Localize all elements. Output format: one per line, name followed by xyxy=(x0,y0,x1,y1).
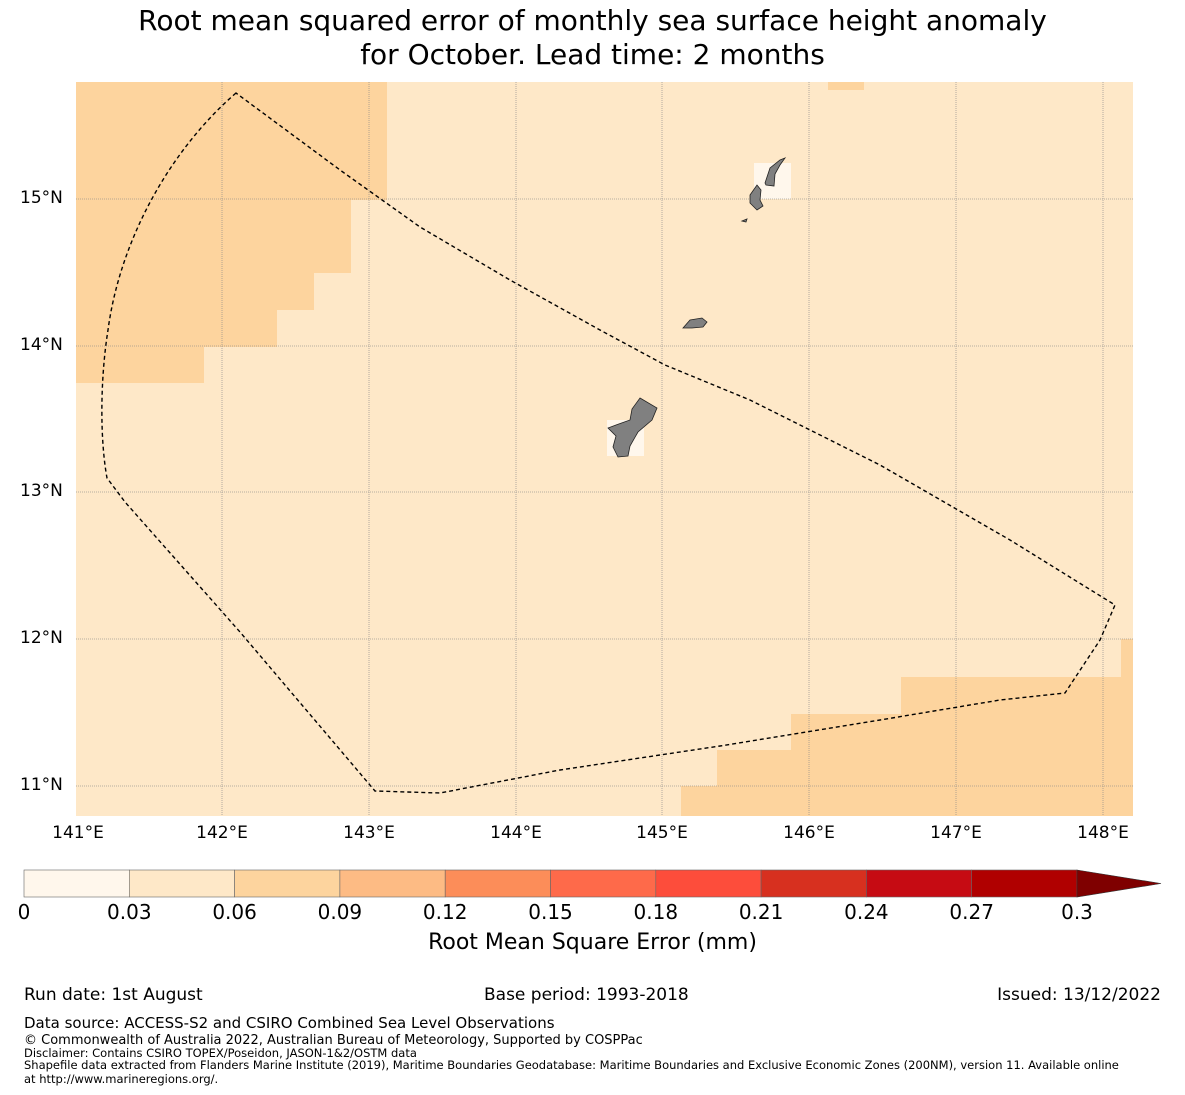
data-source: Data source: ACCESS-S2 and CSIRO Combine… xyxy=(24,1014,555,1032)
rota-island xyxy=(682,317,708,329)
colorbar-tick-label: 0.18 xyxy=(633,900,679,924)
lon-tick-144e: 144°E xyxy=(490,823,542,843)
error-region-northwest xyxy=(76,82,387,383)
lon-tick-142e: 142°E xyxy=(196,823,248,843)
colorbar-tick-label: 0 xyxy=(17,900,31,924)
colorbar-tick-label: 0.3 xyxy=(1061,900,1093,924)
base-period: Base period: 1993-2018 xyxy=(484,985,689,1005)
saipan-island xyxy=(764,157,787,187)
colorbar-bin xyxy=(760,869,867,898)
colorbar-bin xyxy=(234,869,341,898)
lon-tick-143e: 143°E xyxy=(343,823,395,843)
map-panel xyxy=(76,82,1133,816)
colorbar-bin xyxy=(23,869,130,898)
colorbar-label: Root Mean Square Error (mm) xyxy=(428,930,757,955)
chart-title: Root mean squared error of monthly sea s… xyxy=(0,4,1185,72)
disclaimer: Disclaimer: Contains CSIRO TOPEX/Poseido… xyxy=(24,1046,417,1060)
colorbar-tick-label: 0.24 xyxy=(844,900,889,924)
colorbar-tick-label: 0.21 xyxy=(738,900,784,924)
colorbar-bin xyxy=(866,869,973,898)
colorbar-bin xyxy=(339,869,446,898)
lon-tick-148e: 148°E xyxy=(1077,823,1129,843)
shapefile-url: at http://www.marineregions.org/. xyxy=(24,1072,219,1086)
colorbar-tick-label: 0.27 xyxy=(949,900,994,924)
colorbar-extension-arrow xyxy=(1076,869,1162,898)
lat-tick-15n: 15°N xyxy=(20,188,63,208)
lat-tick-11n: 11°N xyxy=(20,775,63,795)
colorbar-bin xyxy=(129,869,235,898)
land xyxy=(607,157,787,458)
error-region-southeast xyxy=(681,639,1133,816)
copyright: © Commonwealth of Australia 2022, Austra… xyxy=(24,1033,643,1048)
lon-tick-145e: 145°E xyxy=(636,823,688,843)
colorbar-tick-label: 0.09 xyxy=(317,900,363,924)
guam-island xyxy=(607,397,658,458)
title-line-1: Root mean squared error of monthly sea s… xyxy=(138,4,1047,37)
shapefile-credit: Shapefile data extracted from Flanders M… xyxy=(24,1058,1119,1072)
colorbar-bin xyxy=(550,869,657,898)
colorbar-bin xyxy=(655,869,762,898)
lon-tick-147e: 147°E xyxy=(930,823,982,843)
tinian-island xyxy=(749,184,764,211)
colorbar-tick-label: 0.03 xyxy=(107,900,152,924)
title-line-2: for October. Lead time: 2 months xyxy=(360,38,825,71)
eez-boundary xyxy=(101,92,1116,794)
run-date: Run date: 1st August xyxy=(24,985,203,1005)
lon-tick-141e: 141°E xyxy=(52,823,104,843)
colorbar-tick-label: 0.06 xyxy=(212,900,257,924)
lon-tick-146e: 146°E xyxy=(783,823,835,843)
colorbar-tick-label: 0.12 xyxy=(422,900,468,924)
lat-tick-13n: 13°N xyxy=(20,481,63,501)
error-region-north-patch xyxy=(828,82,864,90)
colorbar-bin xyxy=(971,869,1078,898)
colorbar-tick-label: 0.15 xyxy=(528,900,573,924)
lat-tick-12n: 12°N xyxy=(20,628,63,648)
aguijan-island xyxy=(740,218,748,223)
lat-tick-14n: 14°N xyxy=(20,335,63,355)
gridlines xyxy=(76,82,1133,816)
colorbar-bin xyxy=(444,869,551,898)
issued-date: Issued: 13/12/2022 xyxy=(997,985,1161,1005)
